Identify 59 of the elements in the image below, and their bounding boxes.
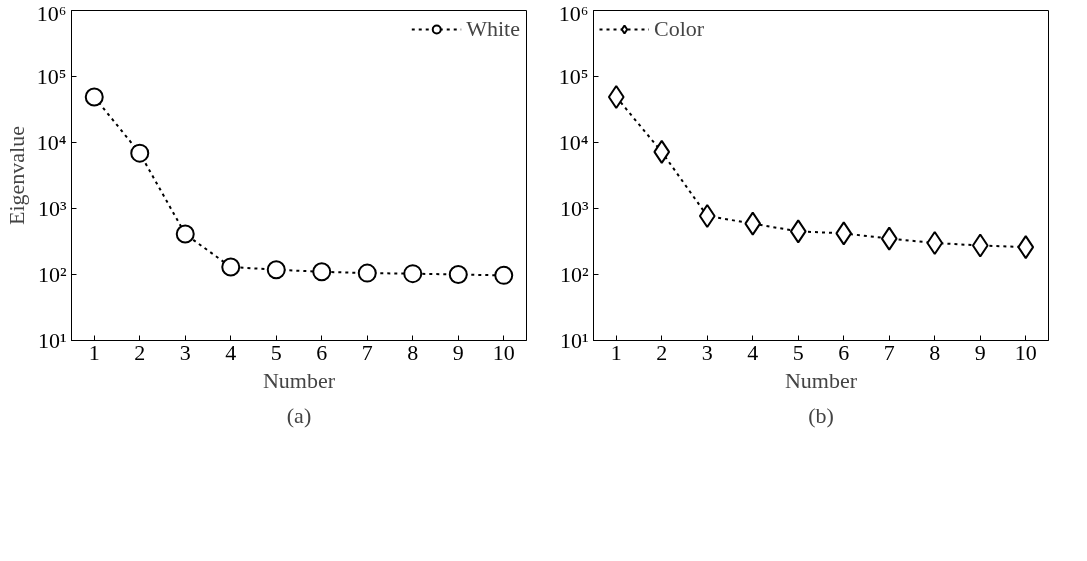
x-axis-title: Number (262, 367, 336, 393)
x-tick-label: 1 (88, 339, 100, 365)
y-tick-label: 10⁶ (36, 0, 67, 26)
point (448, 265, 468, 284)
x-tick-label: 8 (929, 339, 941, 365)
point (403, 264, 423, 284)
text: (b) (808, 402, 834, 428)
text: (a) (286, 402, 312, 428)
point (835, 221, 853, 246)
y-tick-label: 10³ (37, 196, 67, 221)
point (494, 265, 514, 285)
x-tick-label: 3 (701, 339, 713, 365)
x-tick-label: 3 (179, 339, 191, 365)
point (84, 87, 104, 107)
y-tick-label: 10³ (559, 196, 589, 221)
point (744, 211, 762, 236)
x-tick-label: 4 (747, 339, 759, 365)
y-axis-title: Eigenvalue (3, 126, 29, 225)
legend-label: White (466, 16, 520, 42)
x-tick-label: 8 (407, 339, 419, 365)
y-tick-label: 10⁵ (558, 64, 589, 89)
x-tick-label: 9 (974, 339, 986, 365)
point (880, 226, 898, 251)
x-tick-label: 6 (838, 339, 850, 365)
x-tick-label: 1 (610, 339, 622, 365)
legend-label: Color (654, 16, 705, 42)
x-tick-label: 10 (1014, 339, 1037, 365)
point (653, 139, 671, 164)
point (221, 257, 241, 277)
y-tick-label: 10⁶ (558, 0, 589, 26)
y-tick-label: 10² (37, 262, 67, 287)
point (175, 224, 195, 244)
x-tick-label: 5 (270, 339, 282, 365)
y-tick-label: 10⁴ (36, 130, 67, 155)
point (130, 143, 150, 163)
x-tick-label: 6 (316, 339, 328, 365)
point (312, 262, 332, 282)
x-tick-label: 10 (492, 339, 515, 365)
x-tick-label: 2 (134, 339, 146, 365)
point (926, 231, 944, 256)
point (971, 233, 989, 258)
y-tick-label: 10¹ (37, 328, 67, 353)
x-tick-label: 9 (452, 339, 464, 365)
y-tick-label: 10⁵ (36, 64, 67, 89)
point (789, 219, 807, 244)
x-tick-label: 4 (225, 339, 237, 365)
point (607, 84, 625, 109)
point (1017, 235, 1035, 260)
x-axis-title: Number (784, 367, 858, 393)
point (357, 263, 377, 283)
x-tick-label: 7 (361, 339, 373, 365)
point (698, 203, 716, 228)
x-tick-label: 2 (656, 339, 668, 365)
y-tick-label: 10¹ (559, 328, 589, 353)
y-tick-label: 10² (559, 262, 589, 287)
x-tick-label: 5 (792, 339, 804, 365)
y-tick-label: 10⁴ (558, 130, 589, 155)
x-tick-label: 7 (883, 339, 895, 365)
point (266, 260, 286, 280)
